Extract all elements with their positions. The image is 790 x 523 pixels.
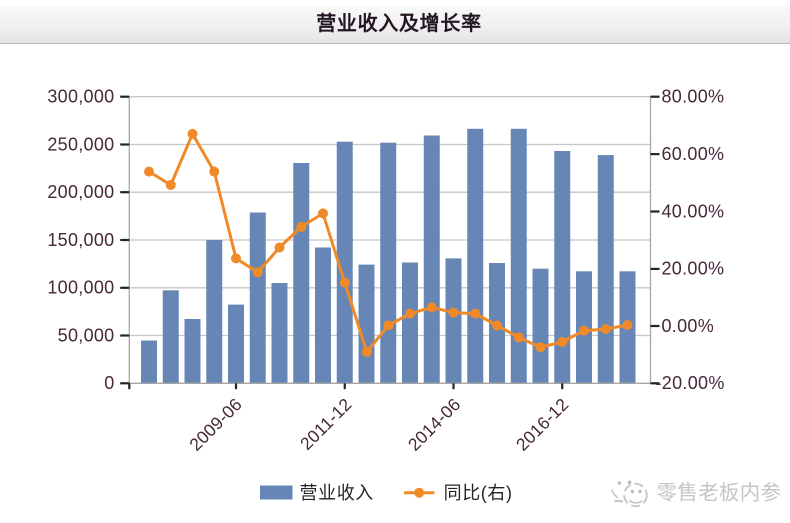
svg-text:60.00%: 60.00% (662, 144, 725, 164)
svg-text:0: 0 (104, 373, 114, 393)
svg-text:150,000: 150,000 (47, 230, 114, 250)
svg-text:300,000: 300,000 (47, 87, 114, 107)
svg-text:80.00%: 80.00% (662, 87, 725, 107)
svg-text:200,000: 200,000 (47, 182, 114, 202)
svg-text:2014-06: 2014-06 (404, 394, 465, 455)
svg-text:20.00%: 20.00% (662, 259, 725, 279)
svg-text:营业收入: 营业收入 (300, 483, 374, 503)
svg-text:2011-12: 2011-12 (296, 394, 356, 454)
svg-text:同比(右): 同比(右) (444, 483, 513, 503)
svg-text:-20.00%: -20.00% (656, 373, 725, 393)
svg-text:2016-12: 2016-12 (512, 394, 573, 455)
svg-text:50,000: 50,000 (58, 325, 115, 345)
svg-text:2009-06: 2009-06 (185, 394, 246, 455)
svg-text:250,000: 250,000 (47, 134, 114, 154)
svg-text:100,000: 100,000 (47, 278, 114, 298)
svg-text:零售老板内参: 零售老板内参 (657, 482, 782, 505)
svg-text:40.00%: 40.00% (662, 201, 725, 221)
svg-text:0.00%: 0.00% (662, 316, 715, 336)
